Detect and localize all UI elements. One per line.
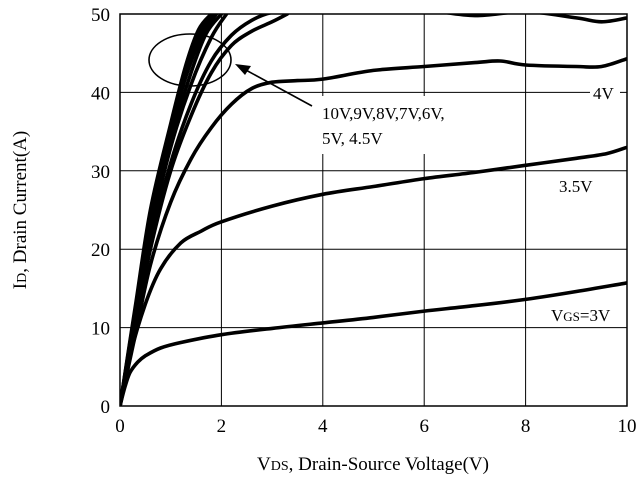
y-tick-label: 0 bbox=[101, 397, 111, 418]
series-line-5v bbox=[120, 14, 627, 406]
series-line-vgs-3v bbox=[120, 281, 627, 406]
annotation-arrow-head bbox=[235, 64, 251, 75]
label-vgs-3v: VGS=3V bbox=[551, 306, 611, 325]
x-tick-label: 10 bbox=[618, 416, 637, 437]
label-3-5v-bg bbox=[556, 174, 598, 196]
x-tick-label: 8 bbox=[521, 416, 531, 437]
label-4v-bg bbox=[590, 81, 620, 103]
x-tick-label: 4 bbox=[318, 416, 328, 437]
series-line-3-5v bbox=[120, 145, 627, 406]
annotation-shapes bbox=[148, 33, 313, 107]
y-axis-title: ID, Drain Current(A) bbox=[10, 131, 31, 289]
x-tick-label: 0 bbox=[115, 416, 125, 437]
y-tick-label: 40 bbox=[91, 83, 110, 104]
x-axis-title: VDS, Drain-Source Voltage(V) bbox=[257, 454, 489, 475]
y-tick-label: 10 bbox=[91, 319, 110, 340]
multi-vgs-label-line1: 10V,9V,8V,7V,6V, bbox=[322, 104, 445, 123]
y-tick-label: 50 bbox=[91, 5, 110, 26]
series-line-10v bbox=[120, 14, 214, 406]
annotation-arrow-line bbox=[243, 68, 313, 107]
multi-label-bg bbox=[318, 96, 486, 154]
label-vgs3-bg bbox=[548, 304, 616, 326]
tick-labels: 0 2 4 6 8 10 0 10 20 30 40 50 bbox=[91, 5, 637, 437]
curves bbox=[120, 14, 627, 406]
label-4v: 4V bbox=[593, 84, 615, 103]
y-tick-label: 30 bbox=[91, 162, 110, 183]
highlight-ellipse bbox=[148, 33, 232, 87]
series-line-4v bbox=[120, 56, 627, 406]
x-tick-label: 2 bbox=[217, 416, 227, 437]
y-tick-label: 20 bbox=[91, 240, 110, 261]
label-3-5v: 3.5V bbox=[559, 177, 593, 196]
x-tick-label: 6 bbox=[419, 416, 429, 437]
plot-frame bbox=[119, 13, 628, 407]
multi-vgs-label-line2: 5V, 4.5V bbox=[322, 129, 383, 148]
